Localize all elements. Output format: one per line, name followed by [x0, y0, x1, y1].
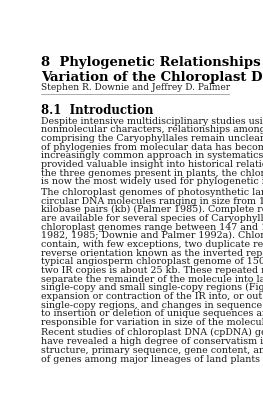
Text: responsible for variation in size of the molecule.: responsible for variation in size of the…: [41, 317, 263, 326]
Text: are available for several species of Caryophyllidae; their: are available for several species of Car…: [41, 213, 263, 222]
Text: single-copy regions, and changes in sequence complexity due: single-copy regions, and changes in sequ…: [41, 300, 263, 309]
Text: provided valuable insight into historical relationships. Of: provided valuable insight into historica…: [41, 160, 263, 168]
Text: Stephen R. Downie and Jeffrey D. Palmer: Stephen R. Downie and Jeffrey D. Palmer: [41, 82, 230, 91]
Text: increasingly common approach in systematics and has often: increasingly common approach in systemat…: [41, 151, 263, 160]
Text: nonmolecular characters, relationships among families: nonmolecular characters, relationships a…: [41, 125, 263, 134]
Text: kilobase pairs (kb) (Palmer 1985). Complete restriction maps: kilobase pairs (kb) (Palmer 1985). Compl…: [41, 205, 263, 214]
Text: expansion or contraction of the IR into, or out of, adjacent: expansion or contraction of the IR into,…: [41, 291, 263, 300]
Text: single-copy and small single-copy regions (Fig. 8.1). The: single-copy and small single-copy region…: [41, 282, 263, 292]
Text: Despite intensive multidisciplinary studies using: Despite intensive multidisciplinary stud…: [41, 116, 263, 126]
Text: circular DNA molecules ranging in size from 120 to 217: circular DNA molecules ranging in size f…: [41, 196, 263, 205]
Text: structure, primary sequence, gene content, and linear order: structure, primary sequence, gene conten…: [41, 345, 263, 354]
Text: Recent studies of chloroplast DNA (cpDNA) genome evolution: Recent studies of chloroplast DNA (cpDNA…: [41, 328, 263, 337]
Text: is now the most widely used for phylogenetic inference.: is now the most widely used for phylogen…: [41, 177, 263, 186]
Text: chloroplast genomes range between 147 and 158 kb (Palmer: chloroplast genomes range between 147 an…: [41, 222, 263, 231]
Text: separate the remainder of the molecule into large: separate the remainder of the molecule i…: [41, 274, 263, 283]
Text: contain, with few exceptions, two duplicate regions in: contain, with few exceptions, two duplic…: [41, 239, 263, 248]
Text: typical angiosperm chloroplast genome of 150 kb, each of the: typical angiosperm chloroplast genome of…: [41, 257, 263, 265]
Text: 8  Phylogenetic Relationships Using Restriction Site: 8 Phylogenetic Relationships Using Restr…: [41, 56, 263, 69]
Text: 1982, 1985; Downie and Palmer 1992a). Chloroplast genomes: 1982, 1985; Downie and Palmer 1992a). Ch…: [41, 231, 263, 240]
Text: of phylogenies from molecular data has become an: of phylogenies from molecular data has b…: [41, 142, 263, 151]
Text: have revealed a high degree of conservatism in size,: have revealed a high degree of conservat…: [41, 336, 263, 345]
Text: comprising the Caryophyllales remain unclear. Reconstruction: comprising the Caryophyllales remain unc…: [41, 134, 263, 143]
Text: Variation of the Chloroplast DNA Inverted Repeat: Variation of the Chloroplast DNA Inverte…: [41, 71, 263, 84]
Text: reverse orientation known as the inverted repeat (IR). In a: reverse orientation known as the inverte…: [41, 248, 263, 257]
Text: The chloroplast genomes of photosynthetic land plants are: The chloroplast genomes of photosyntheti…: [41, 187, 263, 196]
Text: 8.1  Introduction: 8.1 Introduction: [41, 104, 153, 117]
Text: of genes among major lineages of land plants (Palmer 1985,: of genes among major lineages of land pl…: [41, 354, 263, 363]
Text: two IR copies is about 25 kb. These repeated regions: two IR copies is about 25 kb. These repe…: [41, 265, 263, 274]
Text: to insertion or deletion of unique sequences are largely: to insertion or deletion of unique seque…: [41, 308, 263, 317]
Text: the three genomes present in plants, the chloroplast genome: the three genomes present in plants, the…: [41, 168, 263, 177]
